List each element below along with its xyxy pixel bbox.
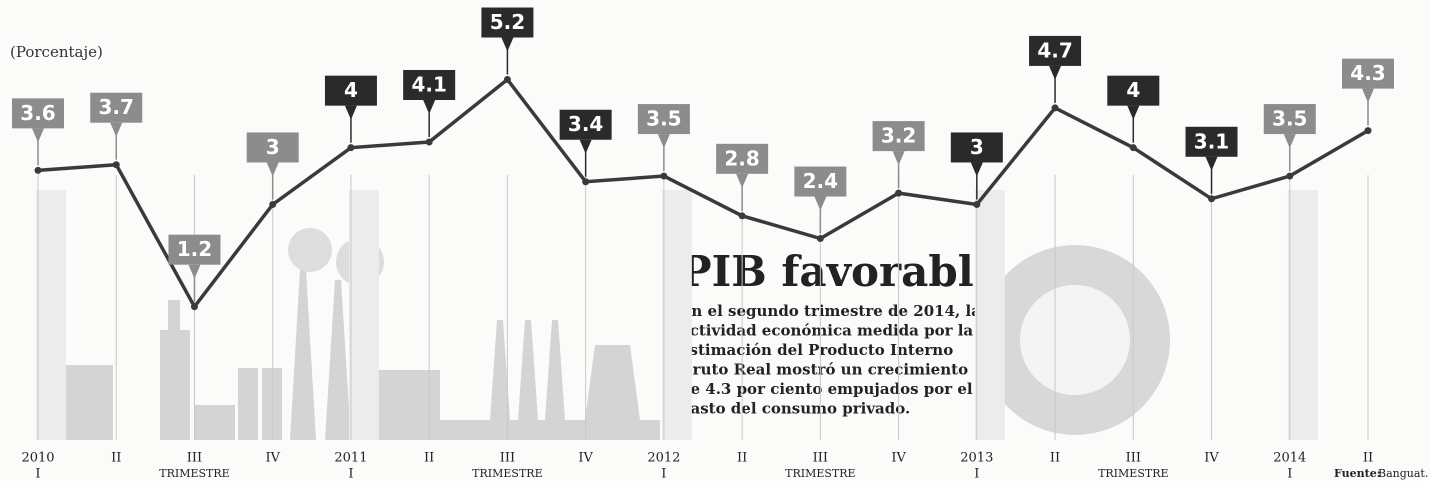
x-tick-label: II bbox=[1363, 451, 1373, 466]
data-point bbox=[1365, 127, 1372, 134]
x-tick-label: I bbox=[1287, 467, 1292, 481]
x-year-label: 2012 bbox=[647, 451, 680, 466]
description-line: de 4.3 por ciento empujados por el bbox=[680, 380, 973, 398]
year-band bbox=[349, 190, 379, 440]
data-point bbox=[191, 303, 198, 310]
chart: (Porcentaje) PIB favorable En el segundo… bbox=[0, 0, 1430, 481]
data-point bbox=[269, 201, 276, 208]
value-label: 3 bbox=[970, 135, 984, 159]
data-point bbox=[1130, 144, 1137, 151]
x-year-label: 2010 bbox=[21, 451, 54, 466]
description-line: estimación del Producto Interno bbox=[680, 341, 953, 359]
description-line: gasto del consumo privado. bbox=[680, 400, 910, 418]
x-tick-label: I bbox=[661, 467, 666, 481]
value-label: 2.4 bbox=[803, 169, 838, 193]
data-point bbox=[35, 167, 42, 174]
x-year-label: 2014 bbox=[1273, 451, 1306, 466]
x-tick-label: III bbox=[813, 451, 828, 466]
x-tick-label: IV bbox=[578, 451, 593, 466]
x-tick-label: IV bbox=[265, 451, 280, 466]
value-label: 4 bbox=[1126, 78, 1140, 102]
data-point bbox=[1286, 173, 1293, 180]
year-band bbox=[36, 190, 66, 440]
x-tick-label: II bbox=[424, 451, 434, 466]
value-label: 4.3 bbox=[1350, 61, 1385, 85]
data-point bbox=[660, 173, 667, 180]
data-point bbox=[113, 161, 120, 168]
data-point bbox=[973, 201, 980, 208]
data-point bbox=[347, 144, 354, 151]
year-band bbox=[1288, 190, 1318, 440]
year-band bbox=[662, 190, 692, 440]
y-axis-label: (Porcentaje) bbox=[10, 43, 103, 61]
value-label: 4 bbox=[344, 78, 358, 102]
value-label: 3.5 bbox=[1272, 107, 1307, 131]
data-point bbox=[1208, 195, 1215, 202]
x-tick-label: I bbox=[348, 467, 353, 481]
x-tick-label: II bbox=[1050, 451, 1060, 466]
value-label: 2.8 bbox=[724, 146, 759, 170]
value-label: 3 bbox=[266, 135, 280, 159]
description-line: En el segundo trimestre de 2014, la bbox=[680, 302, 981, 320]
data-point bbox=[895, 190, 902, 197]
data-point bbox=[817, 235, 824, 242]
value-label: 3.6 bbox=[20, 101, 55, 125]
x-year-label: 2013 bbox=[960, 451, 993, 466]
x-tick-label: II bbox=[737, 451, 747, 466]
x-axis-label: TRIMESTRE bbox=[472, 467, 542, 480]
x-tick-label: II bbox=[111, 451, 121, 466]
x-tick-label: III bbox=[1126, 451, 1141, 466]
value-label: 3.4 bbox=[568, 112, 603, 136]
data-point bbox=[739, 212, 746, 219]
x-axis-label: TRIMESTRE bbox=[785, 467, 855, 480]
x-tick-label: III bbox=[187, 451, 202, 466]
chart-title: PIB favorable bbox=[680, 247, 1000, 296]
source-label: Fuente: bbox=[1334, 467, 1381, 480]
x-axis-label: TRIMESTRE bbox=[159, 467, 229, 480]
value-label: 3.2 bbox=[881, 124, 916, 148]
x-tick-label: I bbox=[35, 467, 40, 481]
data-point bbox=[582, 178, 589, 185]
x-axis-label: TRIMESTRE bbox=[1098, 467, 1168, 480]
x-tick-label: III bbox=[500, 451, 515, 466]
year-band bbox=[975, 190, 1005, 440]
data-point bbox=[504, 76, 511, 83]
source: Banguat. bbox=[1378, 467, 1428, 480]
value-label: 3.7 bbox=[99, 95, 134, 119]
value-label: 3.5 bbox=[646, 107, 681, 131]
value-label: 4.7 bbox=[1037, 38, 1072, 62]
x-tick-label: I bbox=[974, 467, 979, 481]
x-tick-label: IV bbox=[891, 451, 906, 466]
value-label: 3.1 bbox=[1194, 129, 1229, 153]
x-year-label: 2011 bbox=[334, 451, 367, 466]
description-line: actividad económica medida por la bbox=[680, 322, 973, 340]
data-point bbox=[426, 138, 433, 145]
value-label: 1.2 bbox=[177, 237, 212, 261]
data-point bbox=[1052, 104, 1059, 111]
value-label: 5.2 bbox=[490, 10, 525, 34]
description-line: Bruto Real mostró un crecimiento bbox=[680, 361, 968, 379]
value-label: 4.1 bbox=[411, 72, 446, 96]
x-tick-label: IV bbox=[1204, 451, 1219, 466]
